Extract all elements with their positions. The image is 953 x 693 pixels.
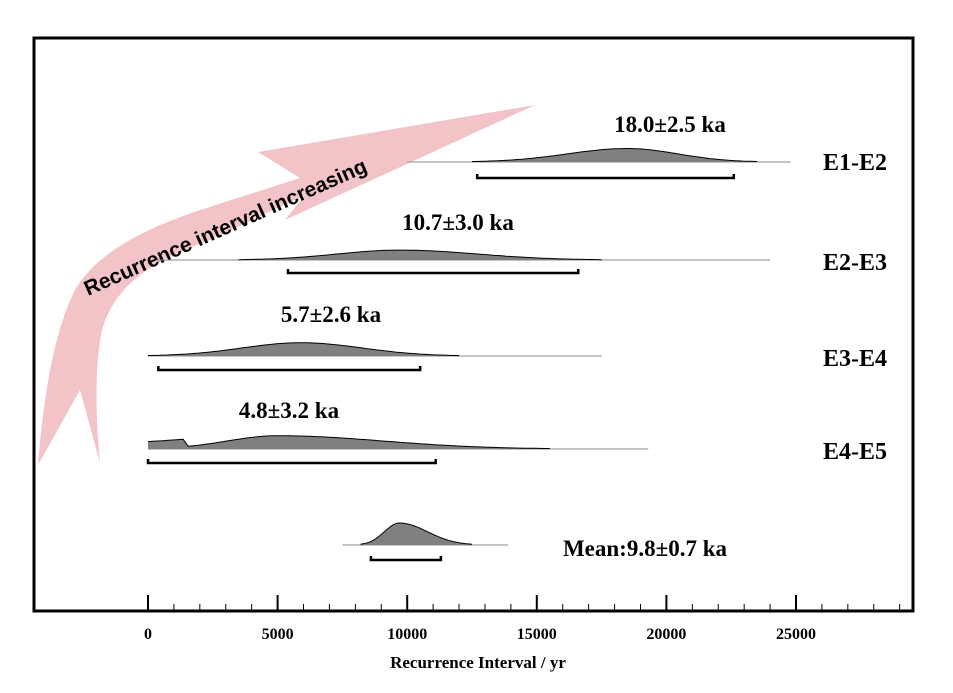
distribution-area: [472, 148, 758, 162]
x-axis: 0 5000 10000 15000 20000 25000: [144, 595, 901, 643]
value-label: 4.8±3.2 ka: [239, 398, 340, 423]
x-tick-label: 5000: [262, 626, 294, 643]
distribution-outline: [148, 342, 459, 356]
series-e1-e2: 18.0±2.5 ka E1-E2: [407, 112, 887, 180]
series-e3-e4: 5.7±2.6 ka E3-E4: [148, 302, 887, 372]
x-tick-label: 20000: [646, 626, 686, 643]
range-bracket: [286, 269, 580, 275]
distribution-area: [238, 250, 602, 260]
x-tick-label: 15000: [517, 626, 557, 643]
plot-frame: [32, 36, 915, 613]
range-bracket: [475, 174, 736, 180]
value-label: 5.7±2.6 ka: [281, 302, 382, 327]
range-bracket: [157, 366, 422, 372]
trend-arrow-label: Recurrence interval increasing: [81, 155, 371, 301]
distribution-outline: [147, 435, 550, 449]
x-axis-title: Recurrence Interval / yr: [390, 653, 566, 672]
series-name-label: E1-E2: [823, 150, 887, 176]
x-tick-label: 25000: [776, 626, 816, 643]
range-bracket: [146, 459, 437, 465]
value-label: Mean:9.8±0.7 ka: [563, 536, 728, 561]
x-tick-label: 10000: [387, 626, 427, 643]
distribution-outline: [472, 148, 758, 162]
series-name-label: E3-E4: [823, 346, 887, 372]
distribution-area: [148, 342, 459, 356]
value-label: 10.7±3.0 ka: [402, 210, 514, 235]
distributions: 18.0±2.5 ka E1-E2 10.7±3.0 ka E2-E3 5.7±2.6 …: [146, 112, 887, 562]
x-tick-label: 0: [144, 626, 152, 643]
value-label: 18.0±2.5 ka: [614, 112, 726, 137]
distribution-outline: [238, 249, 602, 261]
range-bracket: [369, 556, 443, 562]
series-name-label: E4-E5: [823, 439, 887, 465]
series-e2-e3: 10.7±3.0 ka E2-E3: [155, 210, 887, 276]
series-mean: Mean:9.8±0.7 ka: [342, 522, 728, 562]
distribution-outline: [360, 522, 473, 545]
series-name-label: E2-E3: [823, 250, 887, 276]
series-e4-e5: 4.8±3.2 ka E4-E5: [146, 398, 887, 465]
